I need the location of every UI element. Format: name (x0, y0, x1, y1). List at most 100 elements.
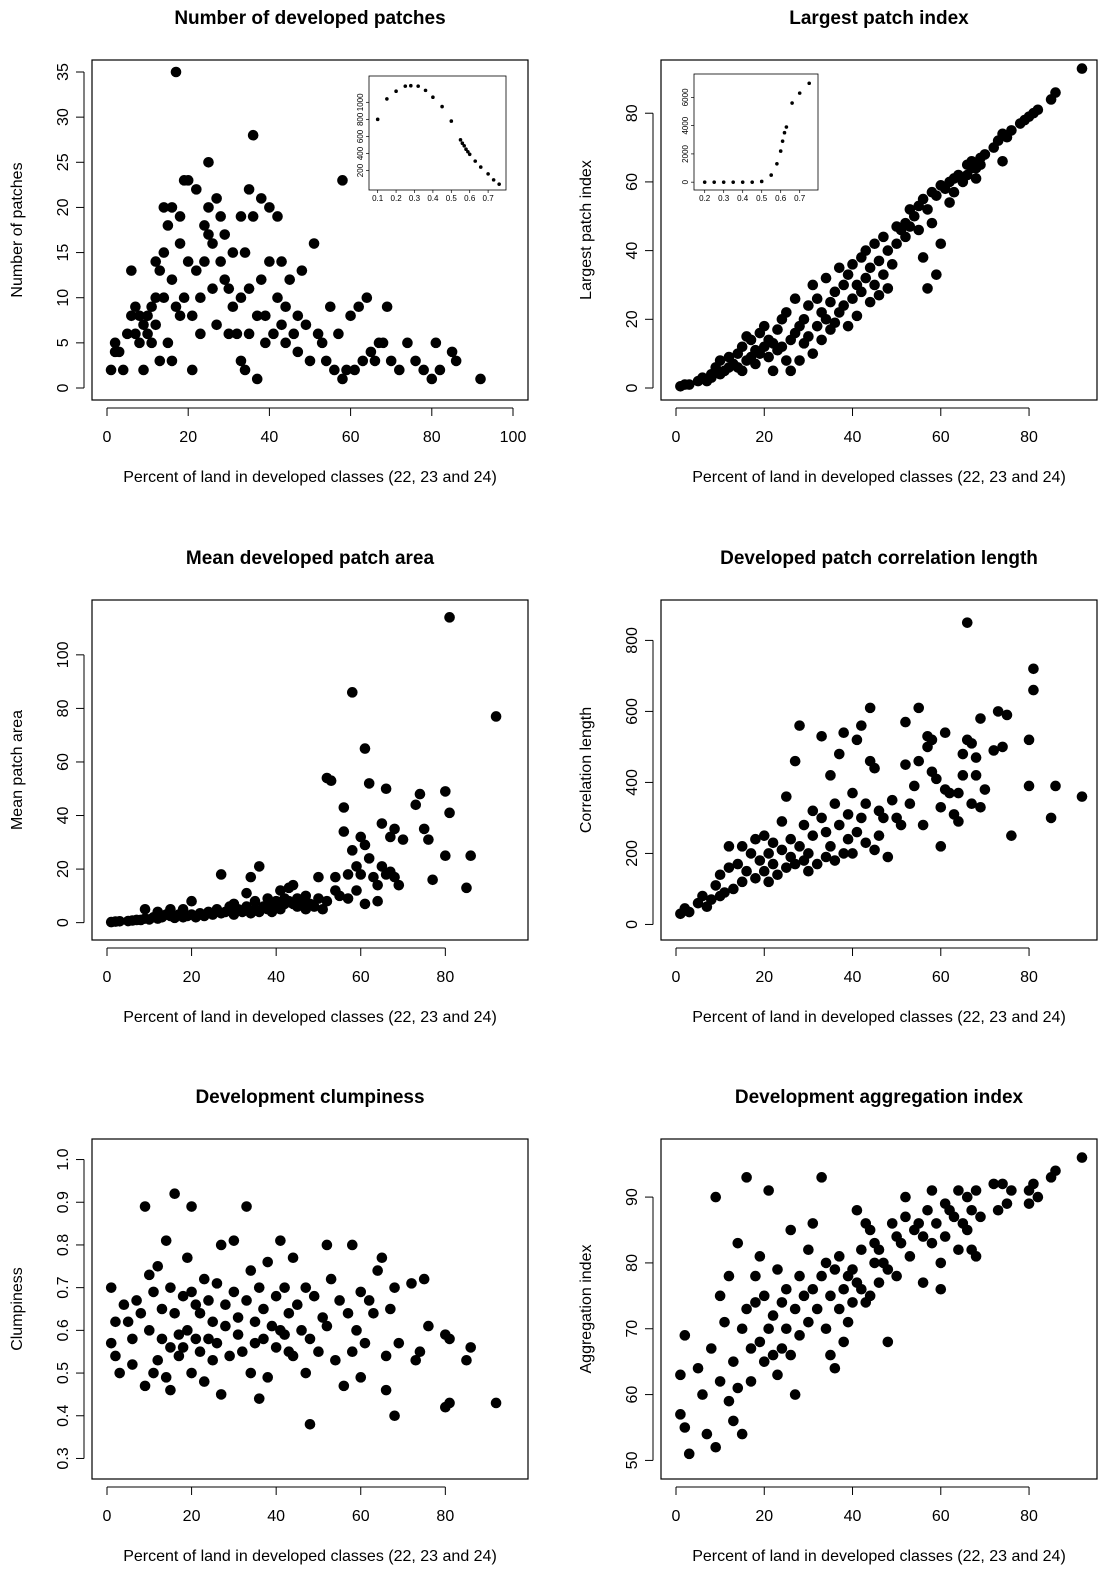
inset-data-point (782, 130, 787, 135)
data-point (232, 1312, 244, 1323)
x-tick-label: 80 (436, 1508, 454, 1525)
data-point (975, 801, 986, 813)
data-point (430, 337, 442, 349)
inset-data-point (807, 81, 811, 86)
data-point (794, 1330, 805, 1341)
data-point (838, 848, 849, 859)
data-point (190, 1299, 202, 1311)
data-point (953, 1244, 964, 1256)
data-point (312, 328, 324, 340)
inset-data-point (403, 84, 408, 88)
data-point (838, 279, 849, 291)
data-point (165, 1342, 176, 1353)
data-point (228, 1235, 240, 1246)
data-point (856, 286, 867, 298)
data-point (203, 229, 214, 240)
data-point (300, 890, 312, 902)
data-point (227, 247, 239, 258)
inset-x-tick-label: 0.4 (427, 194, 439, 203)
data-point (198, 1273, 210, 1285)
data-point (490, 711, 502, 722)
y-tick-label: 80 (55, 699, 72, 717)
y-axis-label: Mean patch area (9, 710, 26, 830)
data-point (355, 1372, 367, 1383)
data-point (944, 197, 955, 208)
data-point (1001, 1198, 1013, 1209)
data-point (891, 1270, 902, 1282)
data-point (851, 1204, 863, 1216)
data-point (864, 1290, 876, 1302)
data-point (909, 780, 920, 792)
plot-frame (660, 59, 1098, 401)
x-tick-label: 80 (1020, 429, 1038, 446)
data-point (1076, 1152, 1088, 1163)
y-tick-label: 0.3 (55, 1447, 72, 1469)
inset-x-tick-label: 0.2 (699, 194, 711, 203)
data-point (258, 1333, 269, 1345)
data-point (334, 890, 345, 902)
data-point (118, 1299, 130, 1311)
data-point (948, 1211, 960, 1223)
data-point (105, 1337, 117, 1349)
data-point (203, 156, 214, 168)
data-point (346, 1239, 358, 1251)
inset-data-point (702, 180, 707, 184)
data-point (380, 1350, 392, 1362)
data-point (127, 1359, 138, 1370)
data-points (675, 617, 1088, 920)
data-point (931, 190, 942, 201)
y-axis: 0 5 10 15 20 25 30 35 (55, 63, 85, 392)
inset-y-tick-label: 6000 (681, 88, 690, 106)
data-point (714, 1290, 726, 1302)
chart-title: Development aggregation index (735, 1087, 1024, 1108)
data-point (878, 812, 889, 824)
data-point (1050, 87, 1061, 98)
data-point (904, 1251, 916, 1262)
data-point (177, 1342, 189, 1353)
data-point (856, 812, 867, 824)
data-point (423, 1320, 434, 1332)
data-point (337, 373, 348, 385)
data-point (913, 224, 925, 236)
data-point (776, 816, 788, 827)
data-point (750, 358, 761, 370)
x-tick-label: 80 (423, 429, 441, 446)
data-point (207, 1354, 219, 1366)
y-tick-label: 20 (624, 310, 641, 328)
y-tick-label: 0.4 (55, 1405, 72, 1427)
data-point (860, 245, 872, 256)
data-point (803, 1316, 814, 1328)
data-point (173, 1329, 185, 1340)
data-point (706, 894, 717, 905)
data-point (820, 314, 832, 325)
data-point (138, 364, 149, 376)
inset-data-point (394, 89, 398, 94)
data-point (369, 355, 381, 367)
data-point (785, 1224, 797, 1236)
data-point (170, 301, 182, 313)
data-point (922, 283, 933, 294)
data-point (211, 1278, 223, 1289)
data-point (803, 865, 814, 877)
data-point (255, 193, 267, 204)
data-point (372, 879, 383, 891)
data-point (135, 1307, 147, 1319)
data-point (287, 1252, 299, 1264)
data-point (337, 175, 348, 186)
data-point (1023, 1198, 1035, 1209)
inset-x-tick-label: 0.7 (483, 194, 495, 203)
data-point (992, 1204, 1004, 1216)
data-point (300, 1282, 312, 1293)
inset-x-tick-label: 0.7 (794, 194, 806, 203)
inset-x-tick-label: 0.4 (737, 194, 749, 203)
data-point (219, 274, 231, 285)
data-point (325, 775, 337, 787)
x-axis-label: Percent of land in developed classes (22… (692, 469, 1066, 486)
y-tick-label: 400 (624, 769, 641, 796)
data-point (825, 296, 836, 308)
data-point (296, 1325, 307, 1336)
data-point (304, 355, 316, 367)
data-point (767, 858, 779, 870)
data-point (856, 720, 867, 731)
